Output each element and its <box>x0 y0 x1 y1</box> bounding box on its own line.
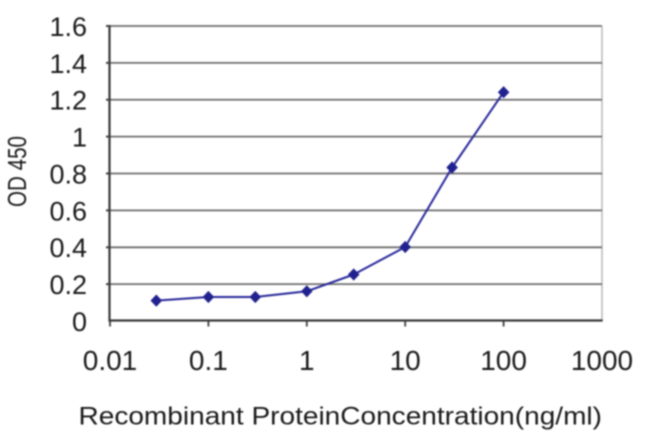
svg-text:0: 0 <box>72 307 87 337</box>
svg-text:0.4: 0.4 <box>49 233 87 263</box>
svg-text:1: 1 <box>299 345 315 376</box>
svg-text:0.6: 0.6 <box>49 196 87 226</box>
svg-text:0.1: 0.1 <box>189 345 228 376</box>
svg-text:1.4: 1.4 <box>49 49 87 79</box>
svg-text:10: 10 <box>390 345 421 376</box>
svg-text:1.6: 1.6 <box>49 12 87 42</box>
svg-text:Recombinant ProteinConcentrati: Recombinant ProteinConcentration(ng/ml) <box>79 403 603 431</box>
svg-text:0.2: 0.2 <box>49 270 87 300</box>
svg-text:0.8: 0.8 <box>49 159 87 189</box>
svg-text:1000: 1000 <box>571 345 633 376</box>
svg-text:1.2: 1.2 <box>49 86 87 116</box>
svg-text:OD 450: OD 450 <box>4 136 32 207</box>
svg-text:0.01: 0.01 <box>83 345 138 376</box>
svg-text:100: 100 <box>480 345 527 376</box>
svg-text:1: 1 <box>72 123 87 153</box>
